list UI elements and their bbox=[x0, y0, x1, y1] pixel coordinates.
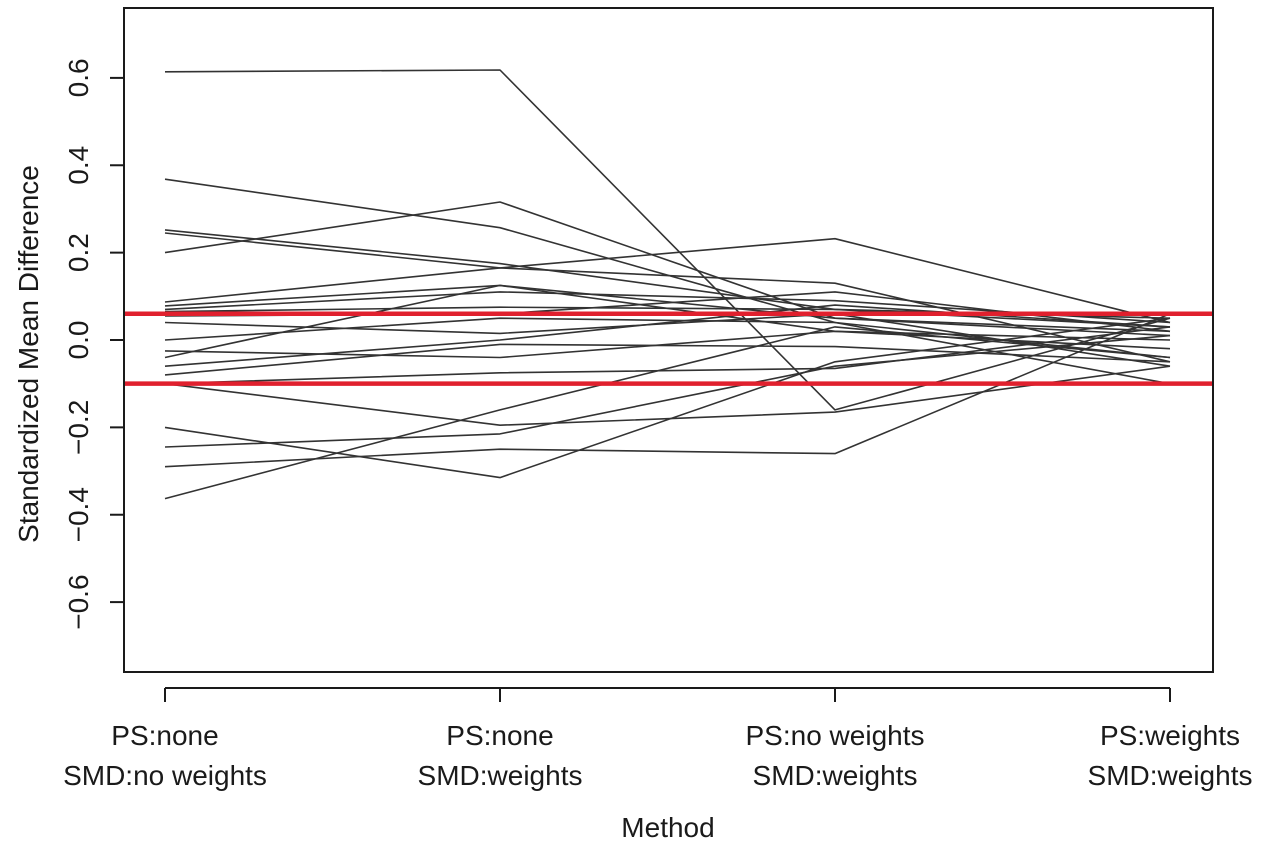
series-line bbox=[164, 69, 1171, 411]
x-tick-label: SMD:no weights bbox=[63, 760, 267, 791]
x-tick-label: PS:none bbox=[446, 720, 553, 751]
y-tick-label: 0.0 bbox=[63, 321, 94, 360]
y-axis: −0.6 −0.4 −0.2 0.0 0.2 0.4 0.6 bbox=[63, 58, 124, 630]
y-tick-label: 0.4 bbox=[63, 146, 94, 185]
series-line bbox=[164, 229, 1171, 328]
series-line bbox=[164, 326, 1171, 500]
series-line bbox=[164, 284, 1171, 337]
y-tick-label: −0.2 bbox=[63, 400, 94, 455]
series-lines bbox=[164, 69, 1171, 500]
x-tick-label: SMD:weights bbox=[418, 760, 583, 791]
plot-frame bbox=[123, 7, 1214, 673]
y-tick-label: 0.2 bbox=[63, 233, 94, 272]
x-tick-label: PS:none bbox=[111, 720, 218, 751]
series-line bbox=[164, 232, 1171, 363]
series-line bbox=[164, 317, 1171, 479]
series-line bbox=[164, 326, 1171, 385]
x-tick-label: SMD:weights bbox=[753, 760, 918, 791]
series-line bbox=[164, 312, 1171, 367]
series-line bbox=[164, 330, 1171, 359]
x-axis: PS:none SMD:no weights PS:none SMD:weights P… bbox=[63, 687, 1253, 791]
y-tick-label: 0.6 bbox=[63, 58, 94, 97]
y-tick-label: −0.6 bbox=[63, 574, 94, 629]
series-line bbox=[164, 201, 1171, 333]
series-line bbox=[164, 343, 1171, 376]
y-axis-title: Standardized Mean Difference bbox=[13, 165, 44, 543]
series-line bbox=[164, 365, 1171, 427]
x-tick-label: SMD:weights bbox=[1088, 760, 1253, 791]
x-tick-label: PS:no weights bbox=[746, 720, 925, 751]
x-tick-label: PS:weights bbox=[1100, 720, 1240, 751]
series-line bbox=[164, 334, 1171, 448]
reference-lines bbox=[125, 311, 1212, 386]
x-axis-title: Method bbox=[621, 812, 714, 843]
y-tick-label: −0.4 bbox=[63, 487, 94, 542]
series-line bbox=[164, 237, 1171, 324]
series-line bbox=[164, 317, 1171, 385]
